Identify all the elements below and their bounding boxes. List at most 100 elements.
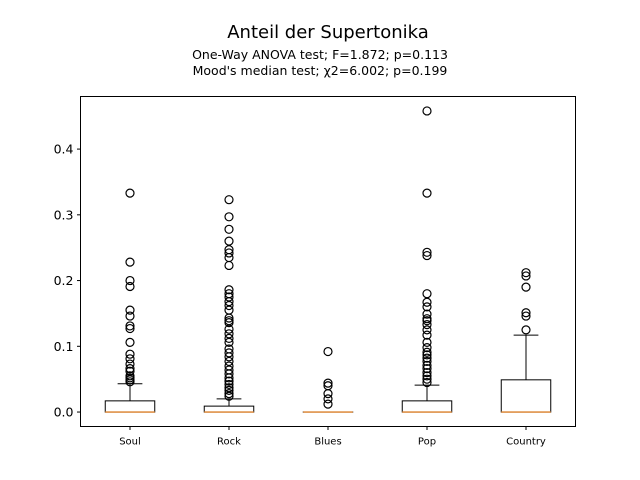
outlier-point bbox=[422, 374, 432, 384]
y-tick-label: 0.3 bbox=[54, 207, 74, 222]
outlier-point bbox=[521, 311, 531, 321]
chart-subtitle-mood: Mood's median test; χ2=6.002; p=0.199 bbox=[193, 63, 448, 78]
box-group-pop bbox=[401, 106, 453, 413]
outlier-point bbox=[422, 367, 432, 378]
outlier-point bbox=[323, 394, 333, 404]
chart-subtitle-anova: One-Way ANOVA test; F=1.872; p=0.113 bbox=[192, 47, 448, 62]
outlier-point bbox=[224, 248, 234, 258]
outlier-point bbox=[224, 329, 234, 339]
y-tick-label: 0.4 bbox=[54, 142, 74, 157]
y-tick-label: 0.2 bbox=[54, 273, 74, 288]
x-axis: Soul Rock Blues Pop Country bbox=[119, 426, 546, 448]
outlier-point bbox=[224, 305, 234, 315]
outlier-point bbox=[224, 376, 234, 386]
box-group-blues bbox=[302, 346, 354, 413]
outlier-point bbox=[224, 385, 234, 395]
outlier-point bbox=[125, 321, 135, 331]
outlier-point bbox=[224, 348, 234, 358]
outlier-point bbox=[422, 360, 432, 370]
outlier-point bbox=[224, 344, 234, 354]
outlier-point bbox=[224, 195, 234, 205]
outlier-point bbox=[422, 325, 432, 335]
outlier-point bbox=[125, 354, 135, 364]
outlier-point bbox=[422, 250, 432, 261]
outlier-point bbox=[422, 314, 432, 324]
y-axis: 0.0 0.1 0.2 0.3 0.4 bbox=[54, 142, 81, 420]
outlier-point bbox=[521, 271, 531, 281]
outlier-point bbox=[224, 333, 234, 344]
outlier-point bbox=[125, 305, 135, 315]
box-group-soul bbox=[104, 188, 156, 413]
outlier-point bbox=[422, 356, 432, 367]
iqr-box bbox=[401, 400, 453, 413]
outlier-point bbox=[521, 325, 531, 335]
axes-frame bbox=[80, 96, 576, 427]
outlier-point bbox=[422, 330, 432, 340]
outlier-point bbox=[224, 260, 234, 271]
iqr-box bbox=[104, 400, 156, 413]
outlier-point bbox=[125, 359, 135, 369]
outlier-point bbox=[125, 275, 135, 286]
iqr-box bbox=[500, 379, 552, 413]
outlier-point bbox=[125, 364, 135, 374]
outlier-point bbox=[224, 379, 234, 390]
x-tick-label: Pop bbox=[418, 437, 436, 448]
box-group-country bbox=[500, 268, 552, 413]
outlier-point bbox=[422, 188, 432, 198]
outlier-point bbox=[521, 268, 531, 278]
outlier-point bbox=[224, 361, 234, 371]
outlier-point bbox=[422, 337, 432, 347]
outlier-point bbox=[422, 377, 432, 388]
outlier-point bbox=[422, 302, 432, 312]
outlier-point bbox=[125, 281, 135, 292]
outlier-point bbox=[125, 337, 135, 347]
outlier-point bbox=[323, 399, 333, 409]
outlier-point bbox=[125, 323, 135, 334]
outlier-point bbox=[422, 353, 432, 363]
outlier-point bbox=[323, 381, 333, 391]
outlier-point bbox=[422, 371, 432, 381]
outlier-point bbox=[224, 292, 234, 302]
outlier-point bbox=[125, 257, 135, 267]
outlier-point bbox=[125, 349, 135, 359]
outlier-point bbox=[422, 106, 432, 116]
outlier-point bbox=[422, 309, 432, 319]
outlier-point bbox=[422, 247, 432, 257]
outlier-point bbox=[125, 371, 135, 381]
outlier-point bbox=[422, 343, 432, 353]
x-tick-label: Soul bbox=[119, 437, 141, 448]
x-tick-label: Blues bbox=[314, 437, 341, 448]
outlier-point bbox=[224, 252, 234, 263]
outlier-point bbox=[422, 350, 432, 360]
y-tick-label: 0.0 bbox=[54, 405, 74, 420]
outlier-point bbox=[125, 188, 135, 198]
outlier-point bbox=[224, 289, 234, 299]
x-tick-label: Rock bbox=[217, 437, 241, 448]
x-tick-label: Country bbox=[506, 437, 546, 448]
outlier-point bbox=[422, 320, 432, 330]
outlier-point bbox=[422, 347, 432, 357]
plot-area bbox=[104, 106, 552, 413]
outlier-point bbox=[224, 236, 234, 246]
outlier-point bbox=[224, 224, 234, 234]
outlier-point bbox=[323, 378, 333, 388]
outlier-point bbox=[521, 282, 531, 292]
outlier-point bbox=[224, 212, 234, 222]
outlier-point bbox=[224, 316, 234, 326]
outlier-point bbox=[125, 366, 135, 376]
chart-title: Anteil der Supertonika bbox=[227, 22, 429, 43]
outlier-point bbox=[422, 364, 432, 374]
box-group-rock bbox=[203, 195, 255, 413]
y-tick-label: 0.1 bbox=[54, 339, 74, 354]
outlier-point bbox=[521, 308, 531, 318]
outlier-point bbox=[224, 383, 234, 393]
outlier-point bbox=[323, 346, 333, 357]
iqr-box bbox=[203, 405, 255, 413]
outlier-point bbox=[224, 356, 234, 367]
outlier-point bbox=[323, 389, 333, 399]
outlier-point bbox=[224, 389, 234, 399]
outlier-point bbox=[224, 285, 234, 295]
outlier-point bbox=[422, 297, 432, 307]
outlier-point bbox=[125, 311, 135, 321]
